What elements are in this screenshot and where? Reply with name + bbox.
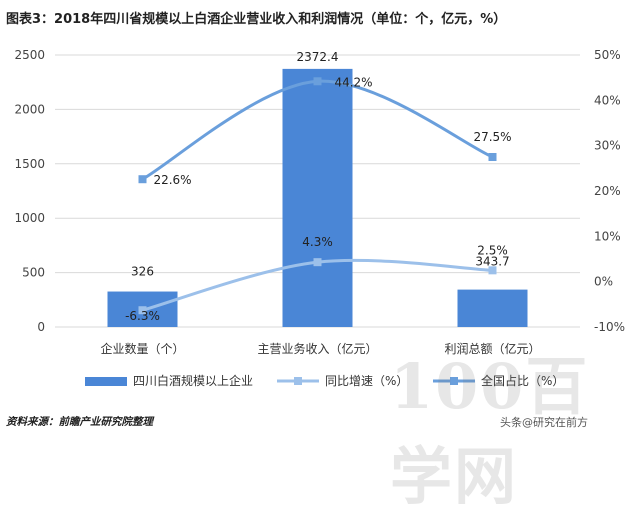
legend-label: 同比增速（%） — [325, 374, 408, 388]
y-left-tick-label: 2500 — [14, 48, 45, 62]
y-right-tick-label: 0% — [594, 275, 613, 289]
legend-swatch — [85, 377, 127, 386]
bar-data-label: 326 — [131, 265, 154, 279]
legend-label: 四川白酒规模以上企业 — [133, 373, 253, 388]
y-right-tick-label: -10% — [594, 320, 625, 334]
legend-marker — [294, 377, 302, 385]
y-right-tick-label: 50% — [594, 48, 621, 62]
growth-data-label: 2.5% — [477, 243, 508, 257]
y-right-tick-label: 20% — [594, 184, 621, 198]
author-watermark: 头条@研究在前方 — [500, 416, 588, 429]
growth-data-label: -6.3% — [125, 309, 160, 323]
data-point — [488, 266, 497, 275]
combo-chart: 0 500 1000 1500 2000 2500 -10% 0% 10% 20% 30% 40% 50… — [14, 48, 625, 388]
y-right-tick-label: 40% — [594, 93, 621, 107]
legend-marker — [450, 377, 458, 385]
data-point — [138, 306, 147, 315]
y-right-tick-label: 30% — [594, 139, 621, 153]
x-tick-label: 利润总额（亿元） — [444, 341, 540, 356]
share-data-label: 44.2% — [334, 75, 372, 89]
bar — [282, 68, 353, 328]
x-tick-label: 主营业务收入（亿元） — [257, 341, 377, 356]
data-point — [138, 175, 147, 184]
share-data-label: 27.5% — [473, 130, 511, 144]
source-note: 资料来源：前瞻产业研究院整理 — [6, 416, 153, 428]
data-point — [313, 258, 322, 267]
bar-data-label: 343.7 — [475, 255, 509, 269]
chart-title: 图表3：2018年四川省规模以上白酒企业营业收入和利润情况（单位：个，亿元，%） — [6, 12, 507, 27]
legend-label: 全国占比（%） — [481, 373, 564, 388]
bar-data-label: 2372.4 — [297, 50, 339, 64]
y-left-tick-label: 0 — [37, 320, 45, 334]
bar — [457, 289, 528, 327]
share-data-label: 22.6% — [153, 173, 191, 187]
y-left-tick-label: 2000 — [14, 102, 45, 116]
growth-data-label: 4.3% — [302, 235, 333, 249]
y-left-tick-label: 1500 — [14, 157, 45, 171]
y-right-tick-label: 10% — [594, 229, 621, 243]
y-left-tick-label: 500 — [22, 266, 45, 280]
y-left-tick-label: 1000 — [14, 211, 45, 225]
x-tick-label: 企业数量（个） — [100, 341, 184, 356]
data-point — [488, 153, 497, 161]
data-point — [313, 77, 322, 86]
